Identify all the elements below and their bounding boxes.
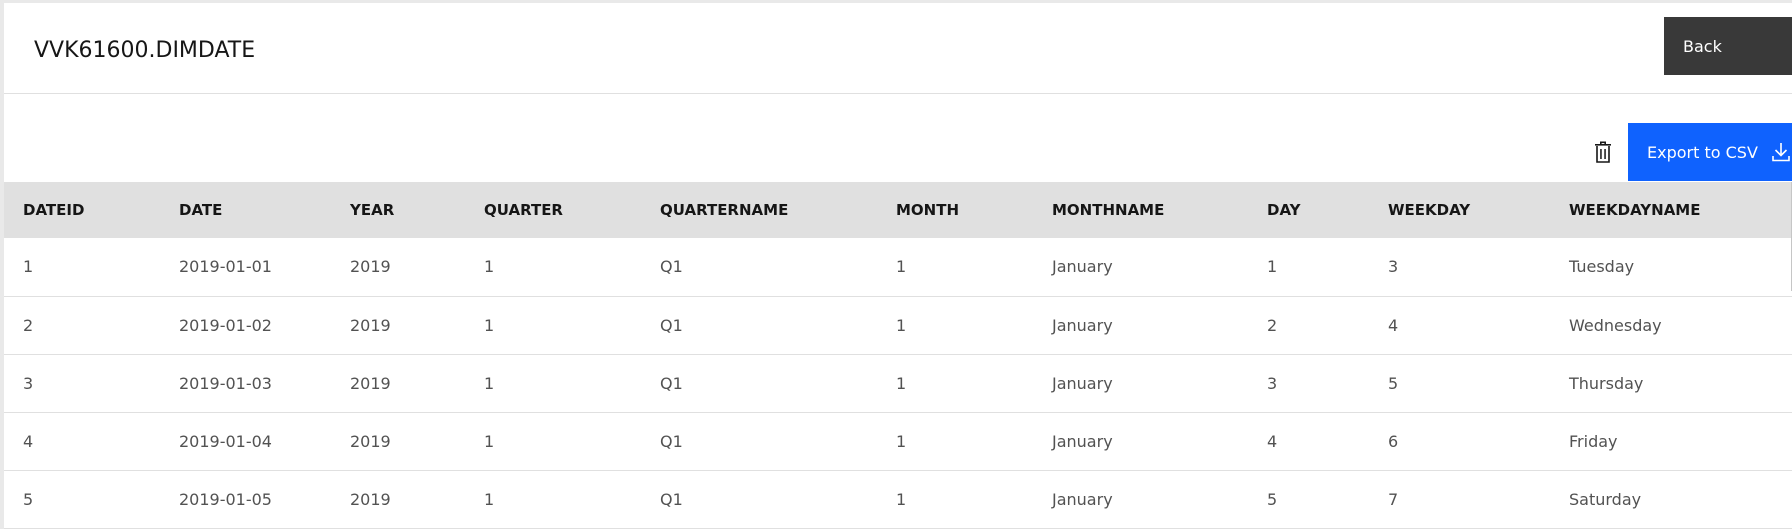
- table-cell: 1: [465, 354, 641, 413]
- table-viewer-panel: VVK61600.DIMDATE Back Export to CSV: [4, 3, 1792, 529]
- table-cell: Friday: [1550, 412, 1792, 471]
- table-cell: 2019-01-04: [160, 412, 331, 471]
- data-table: DATEID DATE YEAR QUARTER QUARTERNAME MON…: [4, 182, 1792, 529]
- table-cell: 4: [1248, 412, 1369, 471]
- table-cell: 1: [465, 470, 641, 529]
- table-cell: 2019-01-05: [160, 470, 331, 529]
- table-cell: January: [1033, 412, 1248, 471]
- table-cell: 2: [4, 296, 160, 355]
- table-cell: Q1: [641, 412, 877, 471]
- table-toolbar: Export to CSV: [4, 123, 1792, 181]
- table-cell: January: [1033, 296, 1248, 355]
- column-header-weekday[interactable]: WEEKDAY: [1388, 201, 1471, 219]
- table-cell: Tuesday: [1550, 238, 1792, 297]
- table-cell: 3: [4, 354, 160, 413]
- table-cell: Saturday: [1550, 470, 1792, 529]
- table-cell: 2019: [331, 412, 465, 471]
- table-cell: Q1: [641, 470, 877, 529]
- page-header: VVK61600.DIMDATE Back: [4, 3, 1792, 94]
- column-header-quartername[interactable]: QUARTERNAME: [660, 201, 789, 219]
- table-cell: 1: [4, 238, 160, 297]
- table-cell: January: [1033, 470, 1248, 529]
- table-cell: 2019: [331, 296, 465, 355]
- table-cell: 1: [877, 296, 1033, 355]
- trash-can-icon: [1595, 141, 1611, 163]
- table-cell: 5: [4, 470, 160, 529]
- column-header-year[interactable]: YEAR: [350, 201, 395, 219]
- column-header-month[interactable]: MONTH: [896, 201, 960, 219]
- table-cell: 7: [1369, 470, 1550, 529]
- table-cell: 4: [1369, 296, 1550, 355]
- table-row: 2 2019-01-02 2019 1 Q1 1 January 2 4 Wed…: [4, 296, 1792, 355]
- table-cell: 6: [1369, 412, 1550, 471]
- table-cell: 2019: [331, 470, 465, 529]
- column-header-weekdayname[interactable]: WEEKDAYNAME: [1569, 201, 1701, 219]
- table-cell: 1: [465, 412, 641, 471]
- table-cell: 5: [1248, 470, 1369, 529]
- table-cell: 5: [1369, 354, 1550, 413]
- table-cell: 2019: [331, 354, 465, 413]
- table-cell: 2: [1248, 296, 1369, 355]
- column-header-day[interactable]: DAY: [1267, 201, 1301, 219]
- table-cell: 1: [1248, 238, 1369, 297]
- table-row: 4 2019-01-04 2019 1 Q1 1 January 4 6 Fri…: [4, 412, 1792, 471]
- table-row: 1 2019-01-01 2019 1 Q1 1 January 1 3 Tue…: [4, 238, 1792, 297]
- table-cell: Q1: [641, 354, 877, 413]
- table-cell: 1: [877, 412, 1033, 471]
- delete-button[interactable]: [1584, 133, 1622, 171]
- back-button[interactable]: Back: [1664, 17, 1792, 75]
- table-cell: January: [1033, 354, 1248, 413]
- table-cell: 2019: [331, 238, 465, 297]
- export-csv-label: Export to CSV: [1647, 142, 1758, 162]
- table-cell: 3: [1369, 238, 1550, 297]
- table-row: 5 2019-01-05 2019 1 Q1 1 January 5 7 Sat…: [4, 470, 1792, 529]
- table-cell: Thursday: [1550, 354, 1792, 413]
- table-cell: Q1: [641, 296, 877, 355]
- table-cell: 1: [877, 354, 1033, 413]
- column-header-dateid[interactable]: DATEID: [23, 201, 85, 219]
- table-header-row: DATEID DATE YEAR QUARTER QUARTERNAME MON…: [4, 182, 1792, 238]
- table-cell: January: [1033, 238, 1248, 297]
- table-cell: 2019-01-01: [160, 238, 331, 297]
- download-icon: [1772, 143, 1790, 162]
- column-header-monthname[interactable]: MONTHNAME: [1052, 201, 1165, 219]
- table-cell: 2019-01-02: [160, 296, 331, 355]
- table-cell: Wednesday: [1550, 296, 1792, 355]
- table-row: 3 2019-01-03 2019 1 Q1 1 January 3 5 Thu…: [4, 354, 1792, 413]
- export-csv-button[interactable]: Export to CSV: [1628, 123, 1792, 181]
- column-header-quarter[interactable]: QUARTER: [484, 201, 563, 219]
- table-cell: 1: [877, 470, 1033, 529]
- table-cell: 1: [465, 296, 641, 355]
- page-title: VVK61600.DIMDATE: [34, 38, 256, 63]
- table-cell: 4: [4, 412, 160, 471]
- table-cell: Q1: [641, 238, 877, 297]
- table-cell: 3: [1248, 354, 1369, 413]
- column-header-date[interactable]: DATE: [179, 201, 223, 219]
- table-cell: 1: [465, 238, 641, 297]
- table-cell: 2019-01-03: [160, 354, 331, 413]
- table-cell: 1: [877, 238, 1033, 297]
